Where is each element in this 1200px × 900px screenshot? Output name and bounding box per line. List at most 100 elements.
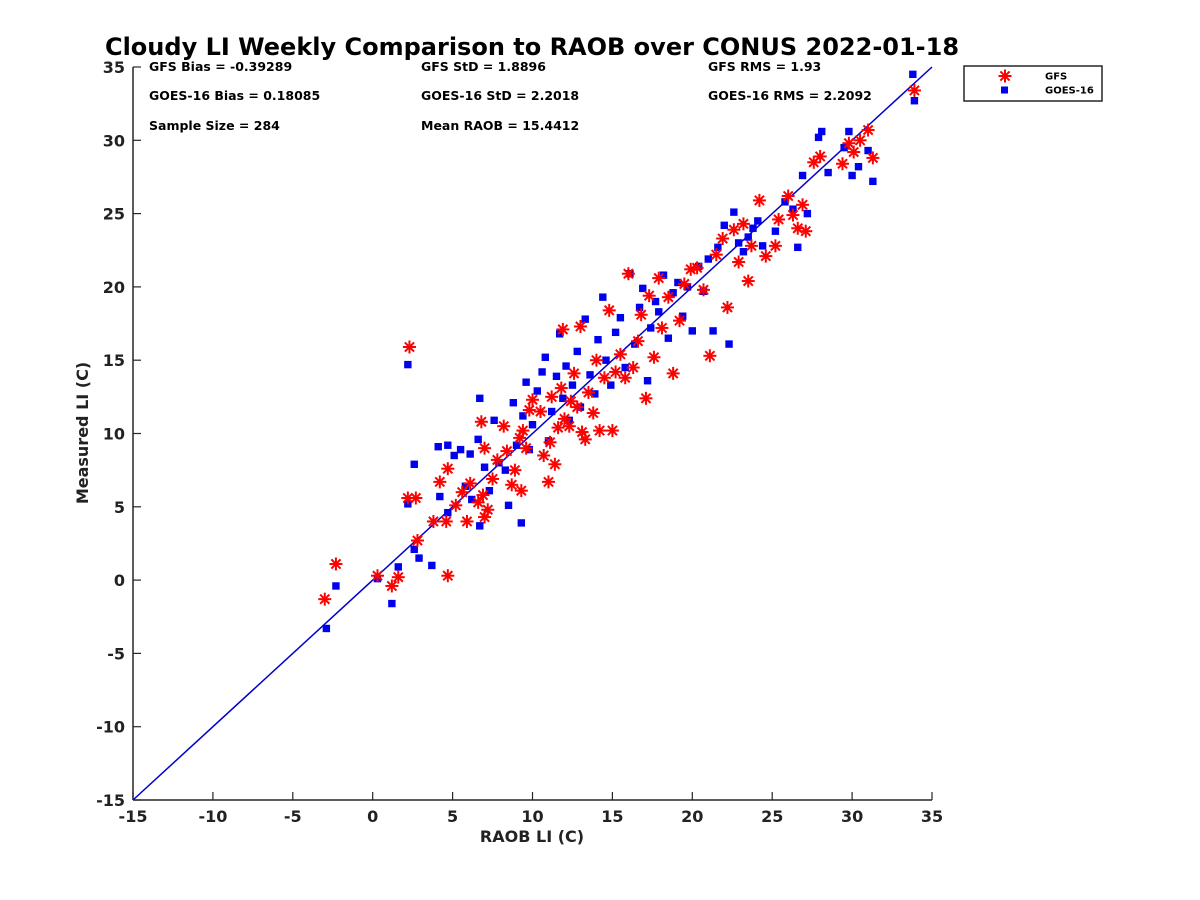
data-point	[703, 349, 717, 363]
x-tick-label: -15	[119, 807, 148, 826]
data-point	[759, 249, 773, 263]
data-point	[744, 239, 758, 253]
y-tick-label: 25	[103, 205, 125, 224]
data-point	[388, 599, 396, 608]
data-point	[607, 381, 615, 389]
data-point	[394, 563, 402, 571]
data-point	[474, 415, 488, 429]
data-point	[813, 149, 827, 163]
data-point	[526, 393, 539, 407]
y-axis-label: Measured LI (C)	[73, 362, 92, 504]
data-point	[720, 221, 728, 230]
y-tick-label: -10	[96, 718, 125, 737]
data-point	[677, 277, 691, 291]
reference-line	[132, 66, 933, 801]
data-point	[655, 321, 669, 335]
data-point	[455, 485, 469, 499]
data-point	[468, 495, 476, 504]
data-point	[500, 444, 514, 458]
data-point	[541, 353, 549, 361]
data-point	[517, 519, 526, 527]
data-point	[854, 162, 863, 171]
data-point	[732, 255, 746, 269]
data-point	[525, 445, 534, 454]
data-point	[522, 378, 530, 386]
data-point	[509, 399, 518, 407]
stat-annotation: GOES-16 RMS = 2.2092	[708, 88, 872, 103]
data-point	[410, 460, 418, 468]
data-point	[567, 366, 581, 380]
data-point	[739, 248, 748, 256]
data-point	[659, 271, 668, 279]
data-point	[514, 484, 528, 498]
series-goes-16	[322, 70, 919, 633]
data-point	[476, 488, 490, 502]
data-point	[842, 136, 856, 150]
stat-annotation: GOES-16 Bias = 0.18085	[149, 88, 320, 103]
data-point	[643, 377, 652, 385]
data-point	[478, 441, 492, 455]
data-point	[591, 390, 599, 398]
stat-annotation: GFS Bias = -0.39289	[149, 59, 292, 74]
data-point	[568, 381, 577, 389]
data-point	[609, 365, 623, 379]
data-point	[461, 482, 470, 490]
data-point	[519, 412, 527, 420]
data-point	[332, 582, 340, 590]
data-point	[709, 248, 723, 262]
data-point	[559, 394, 567, 403]
data-point	[578, 432, 592, 446]
data-point	[642, 289, 656, 303]
data-point	[460, 514, 474, 528]
data-point	[410, 545, 418, 554]
data-point	[434, 442, 442, 451]
stat-annotation: GFS StD = 1.8896	[421, 59, 546, 74]
data-point	[593, 424, 607, 438]
data-point	[661, 290, 675, 304]
data-point	[730, 208, 738, 216]
data-point	[664, 334, 673, 342]
data-point	[444, 508, 452, 517]
data-point	[556, 322, 570, 336]
data-point	[480, 463, 489, 471]
x-tick-label: 20	[681, 807, 703, 826]
data-point	[786, 208, 800, 222]
y-tick-label: 15	[103, 351, 125, 370]
stats-annotations: GFS Bias = -0.39289 GFS StD = 1.8896 GFS R…	[149, 59, 872, 133]
data-point	[508, 463, 522, 477]
data-point	[541, 475, 555, 489]
data-point	[602, 356, 610, 364]
legend-marker-gfs	[998, 69, 1012, 83]
data-point	[466, 450, 474, 458]
data-point	[754, 217, 762, 225]
data-point	[772, 212, 786, 226]
axes: -15 -10 -5 0 5 10 15 20 25 30 35 -15 -10 -5 0 5 10 15 20 25…	[96, 58, 943, 826]
data-point	[758, 242, 767, 250]
data-point	[547, 407, 556, 416]
data-point	[613, 347, 627, 361]
data-point	[605, 424, 619, 438]
data-point	[370, 569, 384, 583]
data-point	[557, 412, 571, 426]
data-point	[439, 514, 453, 528]
y-tick-label: 5	[114, 498, 125, 517]
data-point	[391, 570, 405, 584]
data-point	[836, 157, 850, 171]
data-point	[504, 501, 513, 510]
data-point	[741, 274, 755, 288]
data-point	[533, 387, 541, 395]
data-point	[537, 448, 551, 462]
data-point	[586, 371, 594, 379]
data-point	[415, 554, 423, 562]
data-point	[673, 314, 687, 328]
data-point	[847, 145, 861, 159]
data-point	[853, 133, 867, 147]
data-point	[781, 189, 795, 203]
data-point	[611, 328, 620, 337]
data-point	[599, 293, 607, 301]
data-point	[562, 419, 576, 433]
x-tick-label: 35	[921, 807, 943, 826]
data-point	[864, 146, 872, 155]
data-point	[474, 435, 482, 444]
